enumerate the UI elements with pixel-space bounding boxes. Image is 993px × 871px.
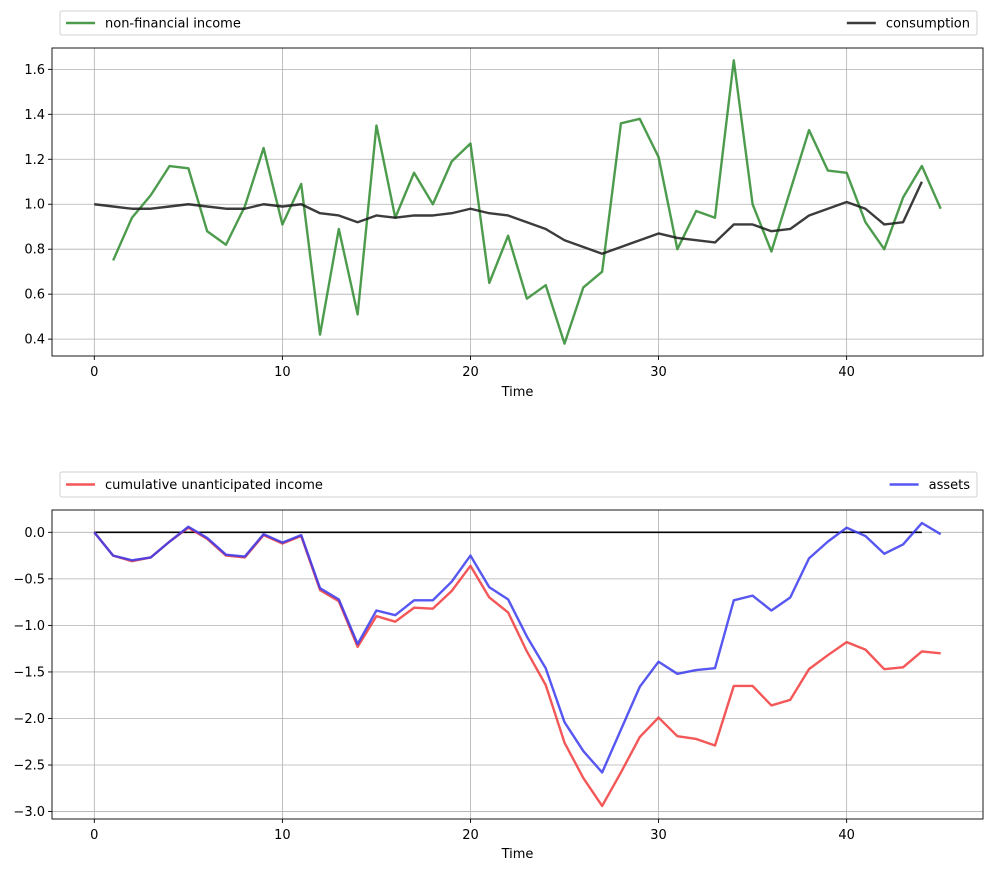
x-tick-label: 10 xyxy=(274,365,291,380)
series-line-non-financial-income xyxy=(112,59,942,345)
top-chart-panel: 0 10 20 30 40 0.4 0.6 0.8 1.0 1.2 1.4 1.6 Time non-fi… xyxy=(24,10,984,400)
y-tick-label: −3.0 xyxy=(13,805,45,820)
y-tick-label: −1.0 xyxy=(13,619,45,634)
plot-frame xyxy=(51,47,984,357)
y-tick-label: −0.5 xyxy=(13,572,45,587)
legend-box xyxy=(59,10,978,36)
y-tick-label: 0.0 xyxy=(24,526,45,541)
legend: cumulative unanticipated income assets xyxy=(59,471,978,498)
x-tick-label: 0 xyxy=(90,365,98,380)
y-tick-label: −2.0 xyxy=(13,712,45,727)
y-tick-label: 1.6 xyxy=(24,63,45,78)
y-tick-label: −2.5 xyxy=(13,759,45,774)
x-tick-label: 40 xyxy=(838,365,855,380)
series-line-assets xyxy=(93,521,942,774)
x-tick-label: 10 xyxy=(274,828,291,843)
legend-label: cumulative unanticipated income xyxy=(105,478,323,493)
legend: non-financial income consumption xyxy=(59,10,978,36)
x-axis-label: Time xyxy=(501,385,534,400)
x-tick-label: 20 xyxy=(462,365,479,380)
x-tick-label: 0 xyxy=(90,828,98,843)
x-tick-label: 40 xyxy=(838,828,855,843)
legend-label: non-financial income xyxy=(105,17,241,32)
y-tick-label: 1.4 xyxy=(24,108,45,123)
y-tick-label: −1.5 xyxy=(13,665,45,680)
y-tick-label: 1.2 xyxy=(24,153,45,168)
y-tick-label: 0.6 xyxy=(24,288,45,303)
series-line-cumulative-unanticipated-income xyxy=(93,526,941,808)
plot-frame xyxy=(51,509,984,820)
y-tick-label: 0.8 xyxy=(24,243,45,258)
bottom-chart-panel: 0 10 20 30 40 −3.0 −2.5 −2.0 −1.5 −1.0 −0.5 0.0 Time… xyxy=(13,471,984,862)
x-tick-label: 20 xyxy=(462,828,479,843)
legend-box xyxy=(59,471,978,498)
legend-label: consumption xyxy=(886,17,970,32)
y-tick-label: 0.4 xyxy=(24,333,45,348)
series-line-consumption xyxy=(94,181,923,255)
x-tick-label: 30 xyxy=(650,365,667,380)
x-tick-label: 30 xyxy=(650,828,667,843)
y-tick-label: 1.0 xyxy=(24,198,45,213)
legend-label: assets xyxy=(929,478,971,493)
x-axis-label: Time xyxy=(501,847,534,862)
